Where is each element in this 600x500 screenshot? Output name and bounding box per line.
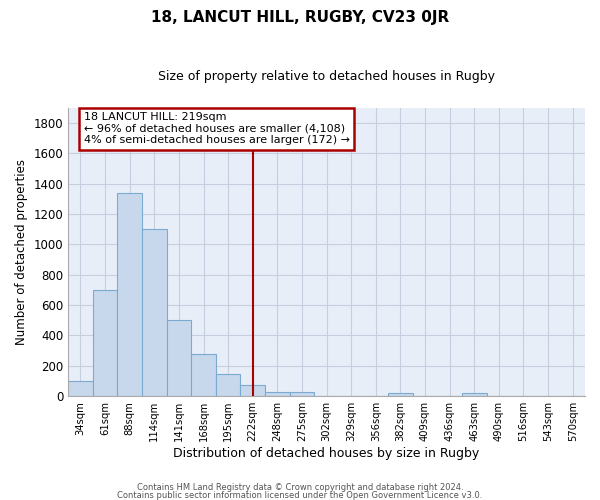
Y-axis label: Number of detached properties: Number of detached properties: [15, 159, 28, 345]
Bar: [191, 354, 216, 396]
Bar: [265, 392, 290, 396]
X-axis label: Distribution of detached houses by size in Rugby: Distribution of detached houses by size …: [173, 447, 480, 460]
Bar: [93, 290, 118, 396]
Title: Size of property relative to detached houses in Rugby: Size of property relative to detached ho…: [158, 70, 495, 83]
Bar: [216, 374, 241, 396]
Text: 18, LANCUT HILL, RUGBY, CV23 0JR: 18, LANCUT HILL, RUGBY, CV23 0JR: [151, 10, 449, 25]
Bar: [388, 393, 413, 396]
Text: Contains public sector information licensed under the Open Government Licence v3: Contains public sector information licen…: [118, 491, 482, 500]
Bar: [462, 393, 487, 396]
Text: 18 LANCUT HILL: 219sqm
← 96% of detached houses are smaller (4,108)
4% of semi-d: 18 LANCUT HILL: 219sqm ← 96% of detached…: [83, 112, 350, 146]
Bar: [241, 385, 265, 396]
Text: Contains HM Land Registry data © Crown copyright and database right 2024.: Contains HM Land Registry data © Crown c…: [137, 484, 463, 492]
Bar: [290, 392, 314, 396]
Bar: [167, 320, 191, 396]
Bar: [142, 229, 167, 396]
Bar: [118, 193, 142, 396]
Bar: [68, 381, 93, 396]
